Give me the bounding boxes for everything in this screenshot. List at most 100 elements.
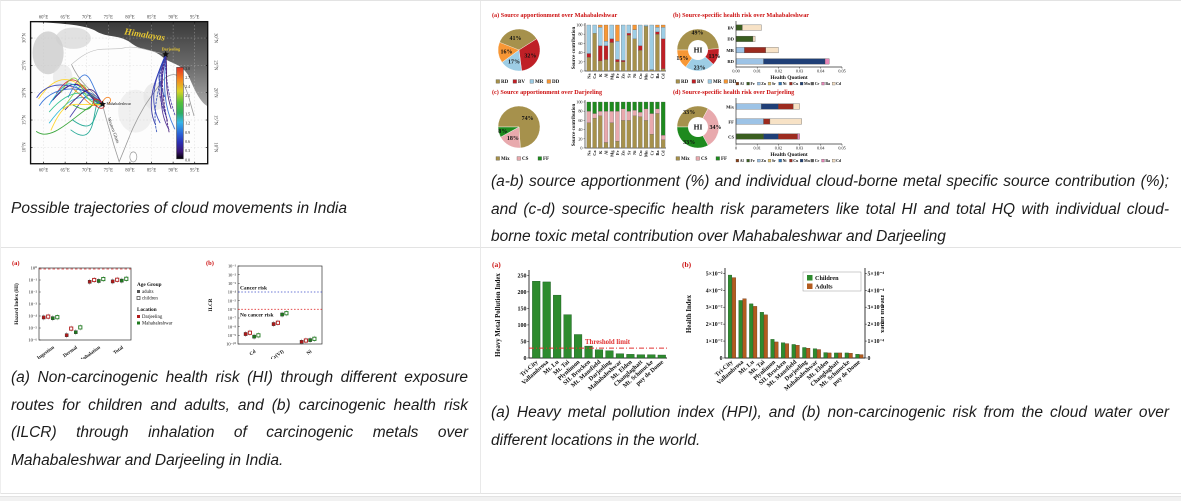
svg-text:CS: CS — [701, 157, 708, 162]
metal-legend: Al Fe Zn Sr Ni Cu Mn Cr Ba Cd — [735, 82, 842, 86]
svg-text:23%: 23% — [694, 65, 706, 71]
plot: 10⁰ 10⁻¹ 10⁻² 10⁻³ 10⁻⁴ 10⁻⁵ 10⁻⁶ Hazard Index … — [13, 266, 132, 359]
svg-text:0.0: 0.0 — [185, 158, 190, 162]
svg-text:Ba: Ba — [825, 82, 830, 86]
cell-health-risk-scatter: (a) 10⁰ 10⁻¹ 10⁻² 10⁻³ 10⁻⁴ 10⁻⁵ 10⁻⁶ Hazard Ind… — [1, 248, 481, 494]
health-risk-panels: (a) 10⁰ 10⁻¹ 10⁻² 10⁻³ 10⁻⁴ 10⁻⁵ 10⁻⁶ Hazard Ind… — [9, 256, 470, 359]
svg-text:Cd: Cd — [661, 150, 666, 156]
donut-chart: 33% 34% 33% HI — [676, 105, 722, 149]
svg-text:Mix: Mix — [501, 157, 510, 162]
svg-text:FF: FF — [543, 157, 549, 162]
svg-text:Cu: Cu — [793, 159, 799, 163]
altitude-colorbar: 3.0 2.7 2.4 2.1 1.8 1.5 1.2 0.9 0.6 0.3 0.0 — [176, 67, 190, 162]
svg-text:Al: Al — [740, 159, 745, 163]
svg-text:Ni: Ni — [783, 159, 788, 163]
svg-text:Cu: Cu — [638, 150, 643, 156]
cloud-trajectory-map-figure: MahabaleshwarDarjeelingHimalayasWestern … — [9, 9, 239, 190]
panel-b-health-risk-mahabaleshwar: (b) Source-specific health risk over Mah… — [673, 12, 846, 86]
svg-text:Mn: Mn — [804, 159, 811, 163]
hbar-chart: BV DD MR RD 0.00 0.01 0.02 0.03 0.04 0.05 Health Q… — [726, 21, 846, 81]
pie-chart: 41% 32% 17% 16% — [497, 28, 541, 72]
svg-text:17%: 17% — [508, 60, 520, 66]
trajectories-mahabaleshwar — [35, 74, 111, 136]
svg-text:(d) Source-specific health ri: (d) Source-specific health risk over Dar… — [673, 89, 795, 96]
svg-text:18%: 18% — [507, 136, 519, 142]
svg-text:0: 0 — [580, 69, 582, 74]
svg-text:Fe: Fe — [751, 82, 755, 86]
svg-text:2.4: 2.4 — [185, 85, 190, 89]
svg-text:1×10⁻⁴: 1×10⁻⁴ — [868, 339, 885, 345]
svg-text:0.04: 0.04 — [817, 146, 825, 151]
svg-text:10⁻⁶: 10⁻⁶ — [228, 307, 237, 312]
svg-text:K: K — [598, 150, 603, 154]
svg-text:Children: Children — [815, 275, 839, 282]
panel-a-hazard-index-scatter: (a) 10⁰ 10⁻¹ 10⁻² 10⁻³ 10⁻⁴ 10⁻⁵ 10⁻⁶ Hazard Ind… — [12, 260, 173, 359]
svg-text:Cr(VI): Cr(VI) — [270, 349, 285, 359]
svg-text:10°N: 10°N — [213, 142, 218, 153]
svg-text:Source contribution: Source contribution — [572, 27, 577, 70]
svg-text:65°E: 65°E — [60, 169, 70, 174]
svg-text:Cd: Cd — [836, 159, 842, 163]
svg-text:(b): (b) — [206, 260, 214, 267]
svg-text:(a): (a) — [12, 260, 20, 267]
svg-text:K: K — [598, 73, 603, 77]
svg-text:adults: adults — [142, 290, 154, 295]
apportionment-figure-caption: (a-b) source apportionment (%) and indiv… — [491, 173, 1169, 246]
pie-legend: Mix CS FF — [495, 156, 549, 162]
svg-text:Al: Al — [740, 82, 745, 86]
svg-text:Age Group: Age Group — [137, 282, 162, 288]
panel-b-health-index-bar-chart: (b) 0 1×10⁻² 2×10⁻² 3×10⁻² 4×10⁻² 5×10⁻² 0 1×10⁻… — [682, 260, 885, 393]
plot: 10⁻¹ 10⁻² 10⁻³ 10⁻⁴ 10⁻⁵ 10⁻⁶ 10⁻⁷ 10⁻⁸ 10⁻⁹ 10⁻¹… — [208, 264, 323, 359]
donut-legend: Mix CS FF — [675, 156, 727, 162]
svg-text:0.03: 0.03 — [796, 69, 803, 74]
svg-text:10⁻⁴: 10⁻⁴ — [228, 290, 237, 295]
svg-text:Sr: Sr — [626, 73, 631, 77]
svg-text:Cr: Cr — [649, 73, 654, 78]
svg-text:Fe: Fe — [615, 73, 620, 78]
svg-text:16%: 16% — [500, 50, 512, 56]
svg-text:BV: BV — [697, 80, 704, 85]
svg-text:75°E: 75°E — [104, 16, 114, 21]
hpi-panels: (a) 0 50 100 150 200 250 Heavy Metal Pollution … — [489, 256, 1171, 394]
svg-text:Mg: Mg — [609, 150, 614, 157]
svg-text:250: 250 — [518, 273, 527, 279]
svg-text:0.3: 0.3 — [185, 149, 190, 153]
map-axes: 60°E 60°E 65°E 65°E 70°E 70°E 75°E 75°E 80°E 80°E… — [23, 16, 218, 174]
svg-text:10⁻⁸: 10⁻⁸ — [228, 324, 237, 329]
svg-text:Sr: Sr — [772, 159, 776, 163]
svg-text:MR: MR — [535, 80, 544, 85]
svg-text:32%: 32% — [524, 53, 536, 59]
svg-text:2×10⁻²: 2×10⁻² — [706, 322, 723, 328]
svg-text:10⁻⁴: 10⁻⁴ — [28, 314, 37, 319]
plot: 0 50 100 150 200 250 Heavy Metal Pollution Ind… — [495, 270, 667, 393]
svg-text:Zn: Zn — [621, 150, 626, 156]
svg-text:HI: HI — [694, 123, 703, 132]
svg-text:0: 0 — [868, 356, 871, 362]
svg-text:Ni: Ni — [783, 82, 788, 86]
svg-text:3.0: 3.0 — [185, 67, 190, 71]
svg-text:0.6: 0.6 — [185, 140, 190, 144]
svg-text:0.05: 0.05 — [838, 69, 845, 74]
svg-text:FF: FF — [721, 157, 727, 162]
svg-text:Cu: Cu — [638, 73, 643, 79]
svg-text:DD: DD — [552, 80, 560, 85]
svg-text:33%: 33% — [683, 140, 695, 146]
svg-text:HI: HI — [694, 46, 703, 55]
hbar-chart: Mix FF CS 0 0.01 0.02 0.03 0.04 0.05 Health Quoti… — [726, 98, 846, 158]
svg-text:FF: FF — [728, 119, 734, 124]
svg-text:10⁻¹⁰: 10⁻¹⁰ — [226, 342, 236, 347]
svg-text:100: 100 — [518, 323, 527, 329]
cell-hpi-bars: (a) 0 50 100 150 200 250 Heavy Metal Pollution … — [481, 248, 1181, 494]
svg-text:95°E: 95°E — [190, 169, 200, 174]
svg-text:0.01: 0.01 — [754, 146, 761, 151]
svg-text:2×10⁻⁴: 2×10⁻⁴ — [868, 322, 885, 328]
donut-legend: RD BV MR DD — [675, 79, 737, 85]
svg-text:0.02: 0.02 — [775, 146, 782, 151]
svg-text:DD: DD — [727, 37, 734, 42]
svg-text:75°E: 75°E — [104, 169, 114, 174]
svg-text:85°E: 85°E — [147, 169, 157, 174]
svg-text:(b) Source-specific health ris: (b) Source-specific health risk over Mah… — [673, 12, 809, 19]
svg-text:0: 0 — [735, 146, 737, 151]
